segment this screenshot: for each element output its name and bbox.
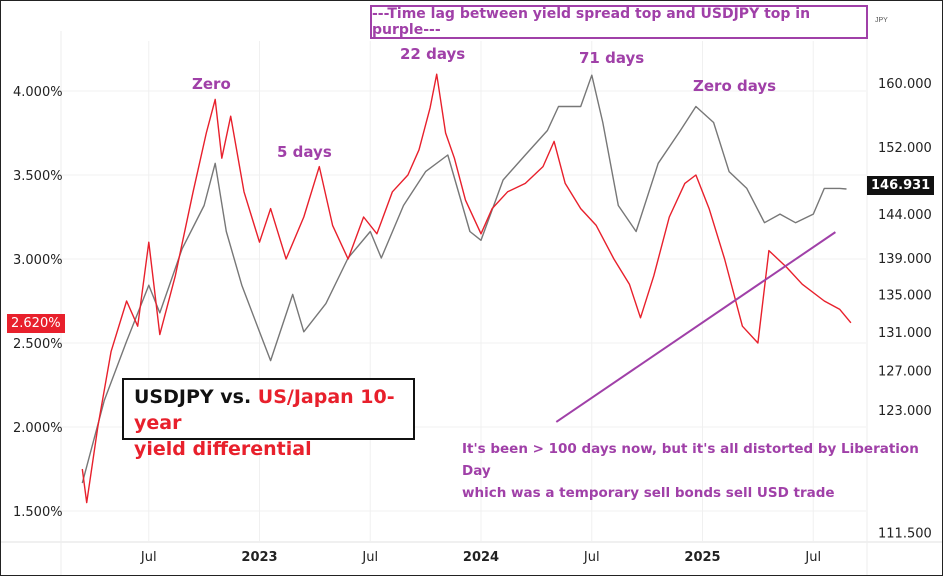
- x-tick-label: Jul: [361, 550, 378, 565]
- right-tick-label: 135.000: [878, 288, 932, 303]
- annotation-zero-days: Zero days: [693, 77, 777, 95]
- left-tick-label: 2.500%: [13, 337, 63, 352]
- left-tick-label: 4.000%: [13, 85, 63, 100]
- right-axis-label: JPY: [875, 17, 888, 24]
- right-tick-label: 144.000: [878, 208, 932, 223]
- x-tick-label: 2025: [684, 550, 720, 565]
- title-red-2: yield differential: [134, 438, 312, 460]
- annotation-zero: Zero: [192, 75, 231, 93]
- header-annotation: ---Time lag between yield spread top and…: [370, 5, 868, 39]
- annotation-5-days: 5 days: [277, 143, 332, 161]
- right-tick-label: 152.000: [878, 141, 932, 156]
- left-tick-label: 3.500%: [13, 169, 63, 184]
- right-tick-label: 111.500: [878, 526, 932, 541]
- title-red-1: US/Japan 10-year: [134, 386, 395, 434]
- left-tick-label: 1.500%: [13, 505, 63, 520]
- spread-current-label: 2.620%: [7, 314, 65, 333]
- x-tick-label: Jul: [804, 550, 821, 565]
- x-tick-label: Jul: [140, 550, 157, 565]
- right-tick-label: 139.000: [878, 252, 932, 267]
- left-tick-label: 3.000%: [13, 253, 63, 268]
- chart-title-box: USDJPY vs. US/Japan 10-year yield differ…: [122, 378, 415, 460]
- trendline: [555, 231, 836, 423]
- right-tick-label: 160.000: [878, 77, 932, 92]
- spread-series-line: [81, 73, 852, 504]
- x-tick-label: Jul: [583, 550, 600, 565]
- right-tick-label: 123.000: [878, 404, 932, 419]
- liberation-day-note: It's been > 100 days now, but it's all d…: [462, 438, 942, 504]
- note-line-1: It's been > 100 days now, but it's all d…: [462, 441, 919, 479]
- x-tick-label: 2023: [241, 550, 277, 565]
- right-tick-label: 131.000: [878, 326, 932, 341]
- x-tick-label: 2024: [463, 550, 499, 565]
- title-black: USDJPY vs.: [134, 386, 252, 408]
- annotation-22-days: 22 days: [400, 45, 466, 63]
- note-line-2: which was a temporary sell bonds sell US…: [462, 485, 835, 501]
- usdjpy-series-line: [81, 74, 847, 484]
- annotation-71-days: 71 days: [579, 49, 645, 67]
- left-tick-label: 2.000%: [13, 421, 63, 436]
- usdjpy-current-label: 146.931: [867, 176, 935, 195]
- right-tick-label: 127.000: [878, 364, 932, 379]
